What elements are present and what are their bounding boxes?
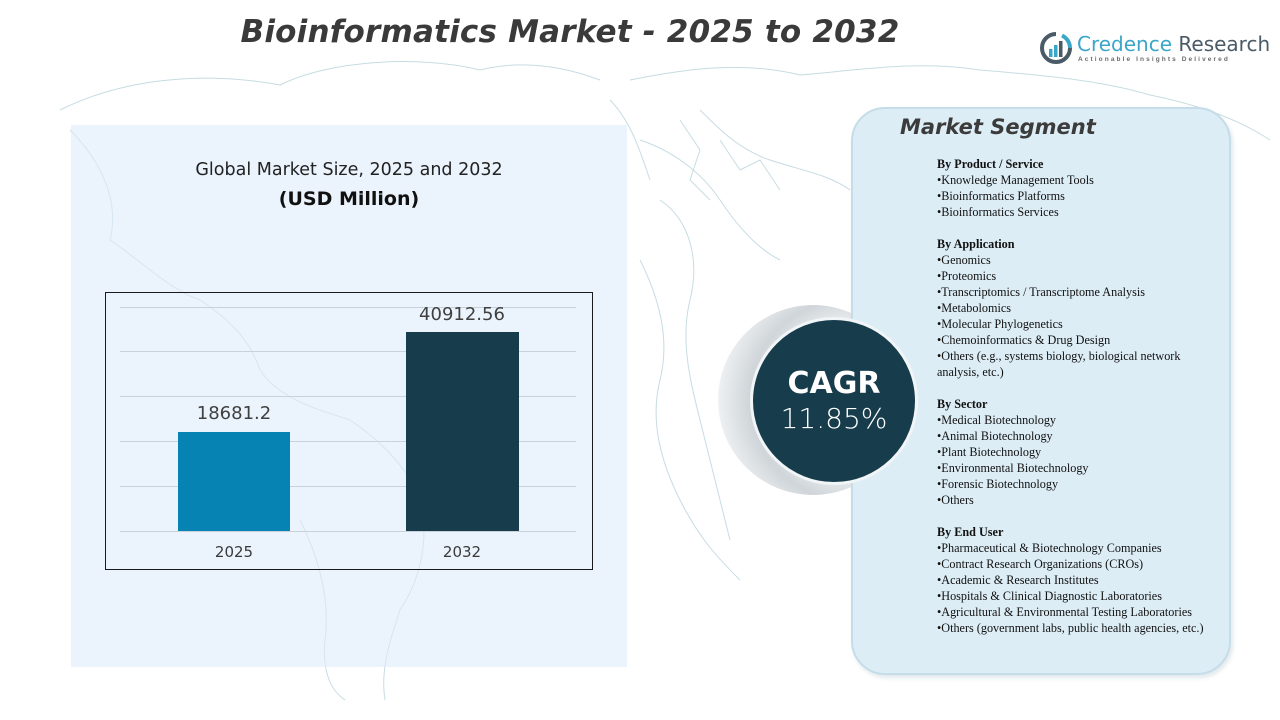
segment-item: •Chemoinformatics & Drug Design xyxy=(937,333,1111,347)
segment-item: •Hospitals & Clinical Diagnostic Laborat… xyxy=(937,589,1162,603)
segment-item: •Pharmaceutical & Biotechnology Companie… xyxy=(937,541,1162,555)
segment-item: •Genomics xyxy=(937,253,991,267)
segment-group-end-user: By End User •Pharmaceutical & Biotechnol… xyxy=(937,524,1217,636)
segment-heading: By End User xyxy=(937,525,1004,539)
segment-heading: By Application xyxy=(937,237,1015,251)
gridline xyxy=(120,396,576,397)
gridline-baseline xyxy=(120,531,576,532)
segment-item: •Bioinformatics Platforms xyxy=(937,189,1065,203)
x-axis-label-2032: 2032 xyxy=(442,543,482,561)
segment-list: By Product / Service •Knowledge Manageme… xyxy=(937,156,1217,652)
segment-item: •Medical Biotechnology xyxy=(937,413,1057,427)
chart-title: Global Market Size, 2025 and 2032 xyxy=(195,160,503,180)
segment-group-application: By Application •Genomics •Proteomics •Tr… xyxy=(937,236,1217,380)
gridline xyxy=(120,351,576,352)
segment-item: •Animal Biotechnology xyxy=(937,429,1053,443)
segment-group-sector: By Sector •Medical Biotechnology •Animal… xyxy=(937,396,1217,508)
logo-tagline: Actionable Insights Delivered xyxy=(1078,56,1230,63)
segment-item: •Transcriptomics / Transcriptome Analysi… xyxy=(937,285,1145,299)
segment-item: •Academic & Research Institutes xyxy=(937,573,1099,587)
segment-item: •Others xyxy=(937,493,974,507)
page-title: Bioinformatics Market - 2025 to 2032 xyxy=(240,14,900,50)
segment-item: •Plant Biotechnology xyxy=(937,445,1042,459)
bar-2032 xyxy=(406,332,519,531)
bar-chart-circle-icon xyxy=(1040,32,1072,64)
segment-heading: By Sector xyxy=(937,397,988,411)
gridline xyxy=(120,441,576,442)
segment-item: •Proteomics xyxy=(937,269,997,283)
market-segment-title: Market Segment xyxy=(900,115,1096,139)
segment-item: •Molecular Phylogenetics xyxy=(937,317,1063,331)
segment-item: •Metabolomics xyxy=(937,301,1011,315)
segment-group-product-service: By Product / Service •Knowledge Manageme… xyxy=(937,156,1217,220)
segment-item: •Others (government labs, public health … xyxy=(937,621,1204,635)
segment-item: •Others (e.g., systems biology, biologic… xyxy=(937,349,1181,379)
cagr-badge: CAGR 11.85% xyxy=(750,317,918,485)
x-axis-label-2025: 2025 xyxy=(214,543,254,561)
segment-item: •Forensic Biotechnology xyxy=(937,477,1059,491)
chart-subtitle: (USD Million) xyxy=(278,188,420,210)
bar-value-label-2025: 18681.2 xyxy=(196,403,272,424)
segment-item: •Knowledge Management Tools xyxy=(937,173,1094,187)
credence-research-logo[interactable]: Credence Research Actionable Insights De… xyxy=(1040,30,1270,70)
cagr-value: 11.85% xyxy=(780,402,888,435)
gridline xyxy=(120,307,576,308)
bar-chart: 18681.2 40912.56 2025 2032 xyxy=(105,292,593,570)
segment-heading: By Product / Service xyxy=(937,157,1044,171)
segment-item: •Bioinformatics Services xyxy=(937,205,1059,219)
cagr-label: CAGR xyxy=(787,366,881,401)
bar-2025 xyxy=(178,432,290,531)
segment-item: •Agricultural & Environmental Testing La… xyxy=(937,605,1192,619)
gridline xyxy=(120,486,576,487)
segment-item: •Contract Research Organizations (CROs) xyxy=(937,557,1144,571)
segment-item: •Environmental Biotechnology xyxy=(937,461,1089,475)
logo-name: Credence Research xyxy=(1077,32,1271,56)
bar-value-label-2032: 40912.56 xyxy=(419,304,505,325)
